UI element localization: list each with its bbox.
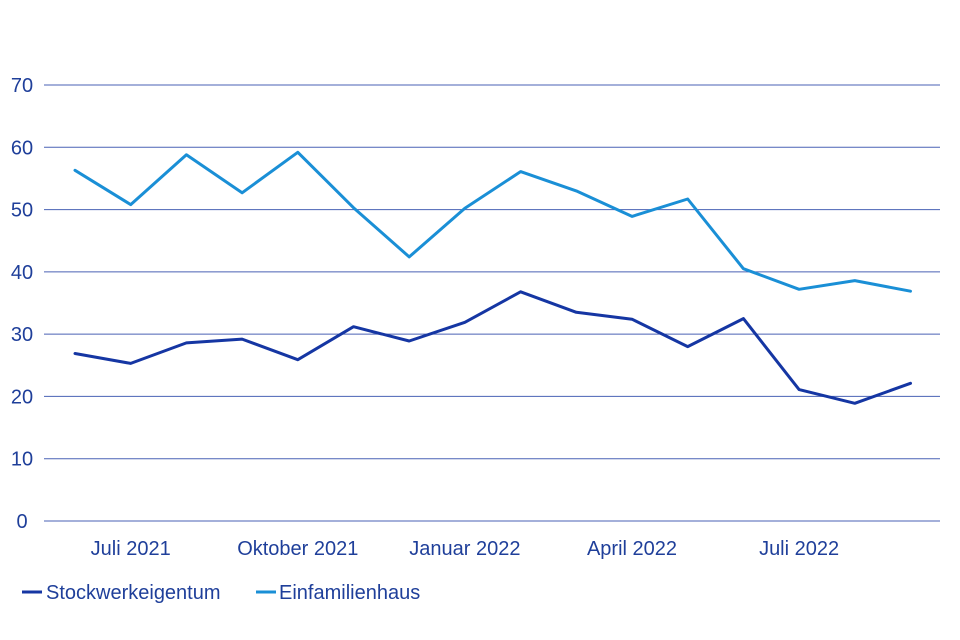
y-tick-label: 40: [11, 262, 33, 284]
x-axis: Juli 2021 Oktober 2021 Januar 2022 April 20…: [91, 538, 839, 560]
x-tick-label: April 2022: [587, 538, 677, 560]
x-tick-label: Juli 2022: [759, 538, 839, 560]
legend: Stockwerkeigentum Einfamilienhaus: [22, 582, 420, 604]
y-tick-label: 60: [11, 137, 33, 159]
y-tick-label: 20: [11, 386, 33, 408]
x-tick-label: Oktober 2021: [237, 538, 358, 560]
grid-lines: [44, 84, 940, 522]
y-tick-label: 0: [16, 511, 27, 533]
y-axis: 0 10 20 30 40 50 60 70: [11, 75, 33, 533]
y-tick-label: 50: [11, 200, 33, 222]
legend-label: Stockwerkeigentum: [46, 582, 221, 604]
y-tick-label: 70: [11, 75, 33, 97]
series-line-einfamilienhaus: [73, 150, 912, 293]
series-line-stockwerkeigentum: [73, 290, 912, 405]
x-tick-label: Januar 2022: [409, 538, 520, 560]
series-lines: [73, 150, 912, 405]
legend-label: Einfamilienhaus: [279, 582, 420, 604]
x-tick-label: Juli 2021: [91, 538, 171, 560]
y-tick-label: 30: [11, 324, 33, 346]
y-tick-label: 10: [11, 449, 33, 471]
